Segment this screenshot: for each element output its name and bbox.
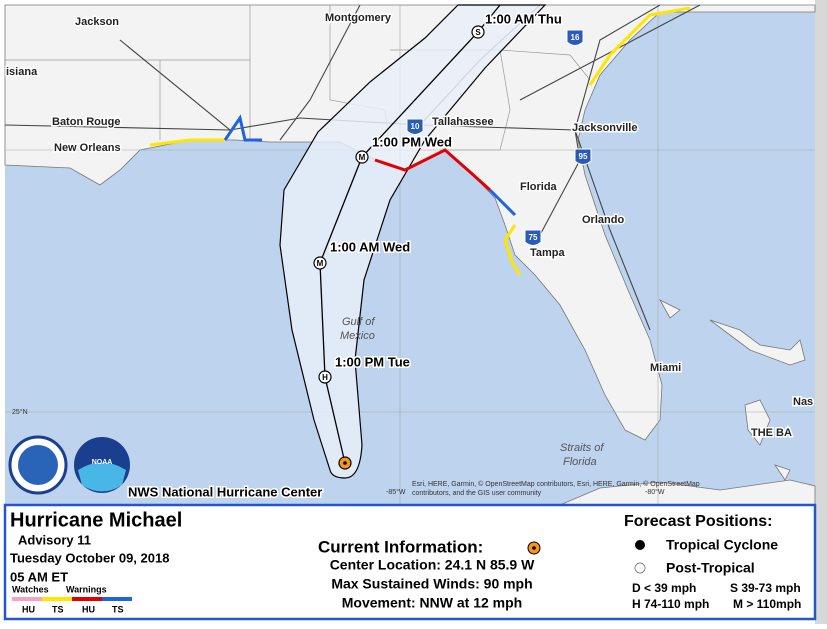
shield-number: 95 <box>579 152 588 161</box>
highway-shield <box>566 29 584 46</box>
time-label: 1:00 PM Wed <box>372 134 452 149</box>
time-label: 1:00 AM Wed <box>330 239 410 254</box>
panel-text: H 74-110 mph <box>632 597 709 611</box>
place-label: Florida <box>520 181 558 193</box>
coastal-warnings <box>149 6 691 276</box>
panel-text: TS <box>112 604 124 614</box>
place-label: Tampa <box>530 247 566 259</box>
water-label: Gulf of <box>342 316 375 328</box>
forecast-marker <box>471 25 485 39</box>
logos: NOAA <box>8 435 130 495</box>
grid-label: 25°N <box>12 408 28 416</box>
marker-letter: M <box>359 153 366 162</box>
shield-number: 75 <box>529 233 538 242</box>
side-strip <box>815 0 827 624</box>
panel-text: Movement: NNW at 12 mph <box>342 595 522 611</box>
islands <box>659 299 806 481</box>
panel-text: Warnings <box>66 584 107 594</box>
panel-text: HU <box>22 604 35 614</box>
place-label: Montgomery <box>325 12 392 24</box>
water-label: Straits of <box>560 442 604 454</box>
marker-letter: M <box>317 259 324 268</box>
panel-text: Forecast Positions: <box>624 513 772 530</box>
panel-text: Post-Tropical <box>666 560 755 576</box>
panel-text: 05 AM ET <box>10 569 68 584</box>
panel-text: Watches <box>12 584 49 594</box>
panel-text: S 39-73 mph <box>730 581 801 595</box>
pt-icon <box>634 562 646 574</box>
panel-text: D < 39 mph <box>632 581 696 595</box>
place-label: Baton Rouge <box>52 116 120 128</box>
place-label: Jacksonville <box>572 122 637 134</box>
panel-text: Center Location: 24.1 N 85.9 W <box>330 557 535 573</box>
panel-text: M > 110mph <box>733 597 801 611</box>
forecast-marker <box>318 370 332 384</box>
place-label: THE BA <box>751 427 792 439</box>
forecast-marker <box>355 150 369 164</box>
place-label: Tallahassee <box>432 116 494 128</box>
legend-bar <box>72 597 102 601</box>
attribution: contributors, and the GIS user community <box>412 490 542 497</box>
tc-icon <box>635 540 645 550</box>
panel-text: Max Sustained Winds: 90 mph <box>331 576 532 592</box>
water-label: Mexico <box>340 330 375 342</box>
place-label: Orlando <box>582 214 624 226</box>
marker-letter: S <box>475 28 481 37</box>
current-position-dot <box>343 461 347 465</box>
forecast-cone <box>279 4 547 479</box>
marker-letter: H <box>322 373 328 382</box>
panel-text: Tuesday October 09, 2018 <box>10 550 169 565</box>
place-label: Nas <box>793 396 813 408</box>
water-label: Florida <box>563 456 597 468</box>
highway-shield <box>574 148 592 165</box>
info-panel <box>3 503 817 621</box>
cuba <box>559 479 816 506</box>
current-icon-dot <box>532 546 536 550</box>
highway-shield <box>406 118 424 135</box>
attribution: Esri, HERE, Garmin, © OpenStreetMap cont… <box>412 480 700 488</box>
map: NOAA Jackson Montgomery isiana Baton Rouge N… <box>5 4 816 506</box>
panel-text: HU <box>82 604 95 614</box>
grid-label: -80°W <box>645 488 665 496</box>
logo-text: NOAA <box>92 459 113 466</box>
highway-shield <box>524 229 542 246</box>
panel-text: Tropical Cyclone <box>666 537 778 553</box>
forecast-marker <box>313 256 327 270</box>
place-label: New Orleans <box>54 142 121 154</box>
shield-number: 10 <box>411 122 420 131</box>
time-label: 1:00 PM Tue <box>335 354 410 369</box>
place-label: Jackson <box>75 16 119 28</box>
panel-text: Hurricane Michael <box>10 509 182 531</box>
time-label: 1:00 AM Thu <box>485 11 562 26</box>
panel-text: Current Information: <box>318 537 483 556</box>
panel-text: Advisory 11 <box>18 532 91 547</box>
credit: NWS National Hurricane Center <box>128 484 322 499</box>
place-label: isiana <box>6 66 38 78</box>
legend-bar <box>102 597 132 601</box>
grid-label: -85°W <box>386 488 406 496</box>
legend-bar <box>42 597 72 601</box>
legend-bar <box>12 597 42 601</box>
shield-number: 16 <box>571 33 580 42</box>
place-label: Miami <box>650 362 681 374</box>
panel-text: TS <box>52 604 64 614</box>
